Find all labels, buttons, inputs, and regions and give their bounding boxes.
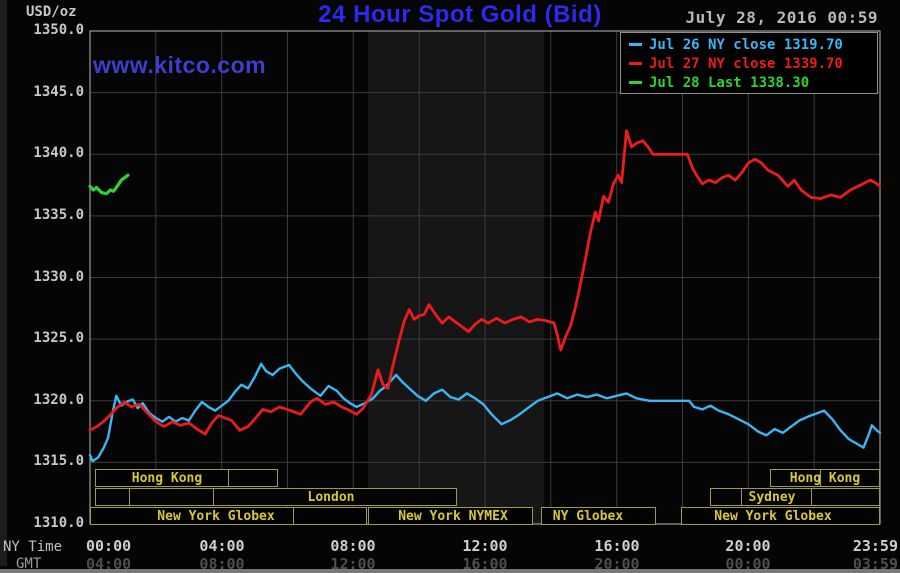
legend-dash-icon: [629, 81, 642, 84]
xtick-gmt-03:59: 03:59: [852, 555, 898, 573]
series-jul-28: [88, 173, 130, 196]
session-label: New York Globex: [714, 509, 832, 524]
xtick-ny-23:59: 23:59: [852, 537, 898, 555]
session-divider: [293, 508, 294, 524]
y-tick-1350.0: 1350.0: [33, 22, 84, 38]
y-tick-1335.0: 1335.0: [33, 207, 84, 223]
session-label: NY Globex: [552, 509, 624, 524]
session-divider: [811, 489, 812, 505]
session-label: Hong Kong: [789, 471, 861, 486]
session-box-new-york-nymex: New York NYMEX: [368, 507, 533, 525]
session-divider: [129, 489, 130, 505]
session-box-hong-kong: Hong Kong: [95, 469, 278, 487]
chart-title: 24 Hour Spot Gold (Bid): [318, 1, 602, 28]
xtick-ny-04:00: 04:00: [199, 537, 245, 555]
legend: Jul 26 NY close 1319.70 Jul 27 NY close …: [620, 32, 878, 94]
left-edge-strip: [0, 0, 7, 566]
ny-time-axis-label: NY Time: [3, 539, 63, 555]
xtick-gmt-16:00: 16:00: [462, 555, 508, 573]
xtick-gmt-20:00: 20:00: [594, 555, 640, 573]
legend-item-jul28: Jul 28 Last 1338.30: [629, 73, 877, 92]
y-tick-1340.0: 1340.0: [33, 145, 84, 161]
legend-item-jul26: Jul 26 NY close 1319.70: [629, 35, 877, 54]
series-jul-26: [88, 362, 882, 463]
session-label: London: [307, 490, 355, 505]
xtick-gmt-12:00: 12:00: [330, 555, 376, 573]
series-jul-27: [88, 129, 882, 436]
kitco-watermark: www.kitco.com: [93, 52, 267, 78]
xtick-gmt-04:00: 04:00: [86, 555, 132, 573]
legend-item-jul27: Jul 27 NY close 1339.70: [629, 54, 877, 73]
xtick-ny-16:00: 16:00: [594, 537, 640, 555]
session-divider: [213, 489, 214, 505]
y-tick-1320.0: 1320.0: [33, 392, 84, 408]
legend-item-label: Jul 26 NY close 1319.70: [649, 36, 843, 53]
bottom-strip: [0, 569, 900, 573]
y-axis-unit-label: USD/oz: [26, 4, 77, 20]
session-label: Hong Kong: [131, 471, 203, 486]
session-box-london: London: [95, 488, 457, 506]
session-box-hong-kong: Hong Kong: [770, 469, 880, 487]
y-tick-1325.0: 1325.0: [33, 330, 84, 346]
timestamp: July 28, 2016 00:59: [685, 8, 878, 27]
session-label: New York Globex: [157, 509, 275, 524]
xtick-ny-00:00: 00:00: [86, 537, 132, 555]
session-divider: [820, 470, 821, 486]
session-divider: [228, 470, 229, 486]
session-divider: [741, 489, 742, 505]
session-box-sydney: Sydney: [710, 488, 880, 506]
xtick-gmt-08:00: 08:00: [199, 555, 245, 573]
legend-dash-icon: [629, 62, 642, 65]
y-tick-1345.0: 1345.0: [33, 84, 84, 100]
legend-item-label: Jul 27 NY close 1339.70: [649, 55, 843, 72]
xtick-ny-20:00: 20:00: [725, 537, 771, 555]
y-tick-1310.0: 1310.0: [33, 515, 84, 531]
xtick-ny-12:00: 12:00: [462, 537, 508, 555]
session-box-new-york-globex: New York Globex: [681, 507, 880, 525]
session-box-new-york-globex: New York Globex: [90, 507, 367, 525]
y-tick-1315.0: 1315.0: [33, 453, 84, 469]
xtick-gmt-00:00: 00:00: [725, 555, 771, 573]
session-box-ny-globex: NY Globex: [541, 507, 656, 525]
legend-item-label: Jul 28 Last 1338.30: [649, 74, 810, 91]
session-label: New York NYMEX: [398, 509, 508, 524]
y-tick-1330.0: 1330.0: [33, 269, 84, 285]
legend-dash-icon: [629, 43, 642, 46]
gmt-axis-label: GMT: [16, 556, 42, 572]
session-label: Sydney: [748, 490, 796, 505]
xtick-ny-08:00: 08:00: [330, 537, 376, 555]
